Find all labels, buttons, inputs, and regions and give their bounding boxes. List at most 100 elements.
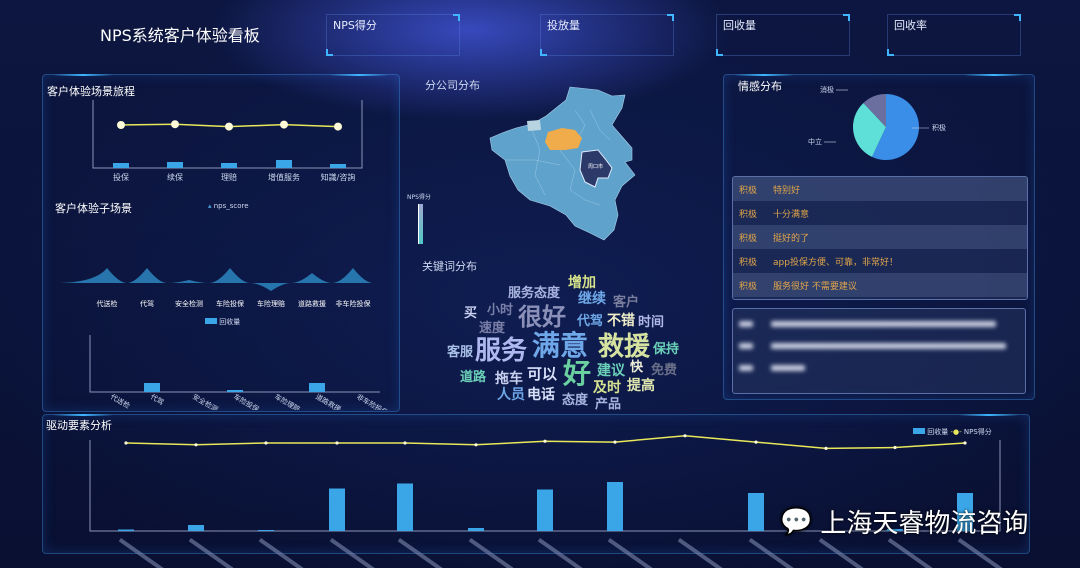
comment-tag: 积极 xyxy=(739,209,758,220)
kpi-response-rate[interactable]: 回收率 xyxy=(887,14,1021,56)
word-cloud-word[interactable]: 拖车 xyxy=(495,371,523,387)
drivers-panel xyxy=(42,414,1030,554)
word-cloud-word[interactable]: 好 xyxy=(563,357,592,390)
word-cloud-word[interactable]: 小时 xyxy=(487,303,514,318)
word-cloud-word[interactable]: 客户 xyxy=(613,295,640,310)
drivers-bar xyxy=(329,488,345,531)
drivers-bar xyxy=(748,493,764,531)
map-region-light[interactable] xyxy=(527,120,541,131)
word-cloud-word[interactable]: 快 xyxy=(630,360,644,375)
word-cloud-word[interactable]: 产品 xyxy=(595,397,622,412)
pie-slice xyxy=(871,94,919,160)
drivers-title: 驱动要素分析 xyxy=(46,419,112,432)
comment-text: 十分满意 xyxy=(773,209,810,220)
word-cloud-word[interactable]: 很好 xyxy=(518,303,566,331)
map-region-base[interactable] xyxy=(489,86,636,241)
word-cloud-word[interactable]: 人员 xyxy=(497,387,525,403)
blurred-row[interactable] xyxy=(733,335,1025,357)
drivers-point xyxy=(543,439,547,443)
comment-row[interactable]: 积极 十分满意 xyxy=(733,201,1027,225)
drivers-tick-label-unreadable xyxy=(397,538,443,568)
drivers-point xyxy=(194,443,198,447)
subscene-tick-label: 车险理赔 xyxy=(257,299,285,308)
journey-point xyxy=(334,122,342,131)
word-cloud-word[interactable]: 态度 xyxy=(562,393,589,408)
kpi-label: NPS得分 xyxy=(333,19,377,32)
pie-label: 中立 xyxy=(808,137,822,146)
drivers-bar xyxy=(188,525,204,531)
map-region-highlight[interactable] xyxy=(545,128,582,150)
word-cloud-word[interactable]: 电话 xyxy=(527,387,555,403)
word-cloud-word[interactable]: 服务态度 xyxy=(508,286,561,301)
word-cloud-word[interactable]: 继续 xyxy=(578,291,606,307)
subscene-bar-legend[interactable]: 回收量 xyxy=(205,317,240,327)
comment-tag: 积极 xyxy=(739,233,758,244)
journey-tick-label: 知識/咨詢 xyxy=(321,172,356,182)
comment-tag: 积极 xyxy=(739,185,758,196)
comment-text: 特别好 xyxy=(773,185,801,196)
pie-slice xyxy=(863,94,886,127)
triangle-icon: ▴ xyxy=(208,202,214,210)
word-cloud-word[interactable]: 客服 xyxy=(447,345,474,360)
word-cloud-word[interactable]: 服务 xyxy=(475,336,528,366)
drivers-tick-label-unreadable xyxy=(748,538,794,568)
visual-map-slider[interactable] xyxy=(418,204,423,244)
journey-point xyxy=(280,120,288,129)
comment-row[interactable]: 积极 服务很好 不需要建议 xyxy=(733,273,1027,297)
word-cloud-word[interactable]: 保持 xyxy=(653,342,680,357)
subscene-legend[interactable]: ▴ nps_score xyxy=(208,202,249,210)
wordcloud-title: 关键词分布 xyxy=(422,260,477,273)
word-cloud-word[interactable]: 速度 xyxy=(479,321,506,336)
journey-point xyxy=(171,120,179,129)
kpi-distribution[interactable]: 投放量 xyxy=(540,14,674,56)
subscene-bar xyxy=(227,390,243,392)
comment-text: app投保方便、可靠，非常好！ xyxy=(773,257,898,268)
kpi-responses[interactable]: 回收量 xyxy=(716,14,850,56)
word-cloud-word[interactable]: 道路 xyxy=(460,370,487,385)
kpi-label: 投放量 xyxy=(547,19,580,32)
drivers-bar xyxy=(887,529,903,531)
drivers-point xyxy=(264,441,268,445)
map-region-selected[interactable] xyxy=(579,149,613,188)
word-cloud-word[interactable]: 不错 xyxy=(607,313,635,329)
blurred-row[interactable] xyxy=(733,313,1025,335)
comment-tag: 积极 xyxy=(739,257,758,268)
drivers-point xyxy=(474,443,478,447)
comment-row[interactable]: 积极 app投保方便、可靠，非常好！ xyxy=(733,249,1027,273)
journey-tick-label: 增值服务 xyxy=(268,172,300,182)
drivers-bar xyxy=(258,530,274,531)
word-cloud-word[interactable]: 时间 xyxy=(638,315,665,330)
comment-list: 积极 特别好 积极 十分满意 积极 挺好的了 积极 app投保方便、可靠，非常好！ 积极… xyxy=(732,176,1028,300)
legend-label: 回收量 xyxy=(927,428,949,436)
word-cloud-word[interactable]: 买 xyxy=(464,306,478,321)
subscene-title: 客户体验子场景 xyxy=(55,202,132,215)
journey-bar xyxy=(167,162,183,168)
drivers-tick-label-unreadable xyxy=(329,538,375,568)
comment-row[interactable]: 积极 特别好 xyxy=(733,177,1027,201)
subscene-tick-label: 道路救援 xyxy=(298,299,326,308)
drivers-tick-label-unreadable xyxy=(537,537,583,568)
henan-map[interactable]: 周口市 xyxy=(480,80,650,250)
word-cloud-word[interactable]: 建议 xyxy=(597,363,625,379)
word-cloud-word[interactable]: 及时 xyxy=(593,380,621,396)
drivers-point xyxy=(124,441,128,445)
word-cloud-word[interactable]: 增加 xyxy=(568,275,596,291)
word-cloud-word[interactable]: 满意 xyxy=(532,329,589,362)
drivers-point xyxy=(683,434,687,438)
word-cloud-word[interactable]: 免费 xyxy=(651,363,678,378)
journey-bar xyxy=(276,160,292,168)
visual-map-label: NPS得分 xyxy=(407,194,431,201)
word-cloud-word[interactable]: 可以 xyxy=(527,365,558,383)
journey-bar xyxy=(221,163,237,168)
drivers-tick-label-unreadable xyxy=(188,538,234,568)
word-cloud-word[interactable]: 代驾 xyxy=(577,314,604,329)
drivers-legend[interactable]: 回收量 -●- NPS得分 xyxy=(913,427,992,437)
word-cloud-word[interactable]: 提高 xyxy=(627,378,655,394)
pie-label: 消极 xyxy=(820,85,834,94)
left-panel xyxy=(42,74,400,412)
comment-row[interactable]: 积极 挺好的了 xyxy=(733,225,1027,249)
drivers-point xyxy=(403,441,407,445)
word-cloud-word[interactable]: 救援 xyxy=(598,332,651,362)
blurred-row[interactable] xyxy=(733,357,1025,379)
kpi-nps-score[interactable]: NPS得分 xyxy=(326,14,460,56)
